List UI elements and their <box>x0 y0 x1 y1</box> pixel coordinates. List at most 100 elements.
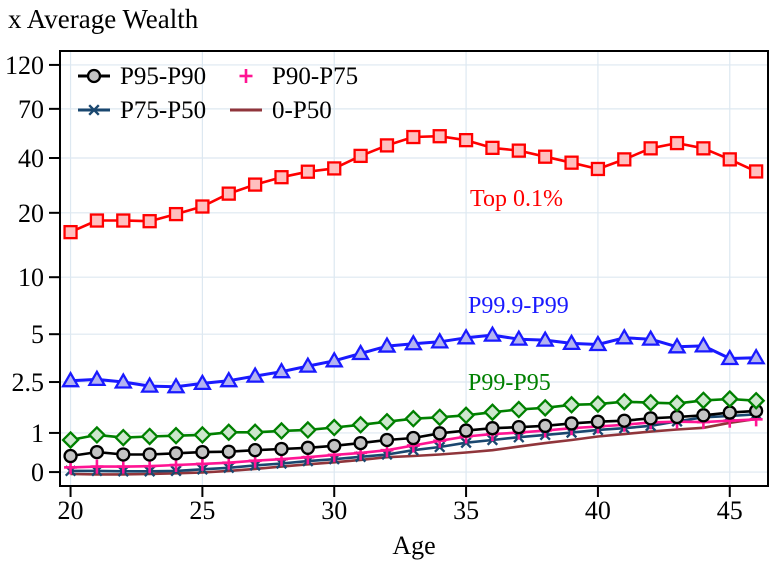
triangle-marker <box>456 328 476 345</box>
diamond-marker <box>456 406 476 425</box>
diamond-marker <box>87 425 107 445</box>
diamond-marker <box>377 412 397 431</box>
diamond-marker <box>641 393 660 412</box>
triangle-marker <box>219 370 239 388</box>
diamond-marker <box>140 427 159 446</box>
triangle-marker <box>746 347 766 365</box>
series-line <box>70 417 757 476</box>
legend-entry: P90-P75 <box>239 63 358 90</box>
square-marker <box>485 140 500 156</box>
y-tick-label: 0 <box>31 458 44 487</box>
triangle-marker <box>298 356 318 373</box>
diamond-marker <box>720 389 739 409</box>
circle-marker <box>168 446 184 461</box>
diamond-marker <box>114 428 133 447</box>
x-axis-label: Age <box>392 531 435 560</box>
series-top-0-1- <box>63 129 764 240</box>
circle-marker <box>247 443 263 458</box>
square-marker <box>564 155 579 170</box>
x-tick-label: 40 <box>585 496 611 525</box>
x-tick-label: 25 <box>189 496 215 525</box>
circle-marker <box>458 423 474 438</box>
triangle-marker <box>113 372 133 389</box>
legend-label: 0-P50 <box>272 97 332 124</box>
triangle-marker <box>87 369 107 387</box>
triangle-marker <box>667 337 687 354</box>
triangle-marker <box>61 370 81 388</box>
square-marker <box>538 149 553 164</box>
circle-marker <box>643 411 658 426</box>
y-tick-label: 70 <box>18 95 44 124</box>
circle-marker <box>86 68 102 84</box>
square-marker <box>63 224 78 240</box>
triangle-marker <box>535 330 555 347</box>
diamond-marker <box>351 415 370 434</box>
y-tick-label: 5 <box>31 320 44 349</box>
circle-marker <box>274 441 289 457</box>
plot-border <box>59 50 769 487</box>
square-marker <box>669 135 685 151</box>
square-marker <box>617 152 632 167</box>
triangle-marker <box>482 325 502 342</box>
series-p99-p95 <box>61 389 766 450</box>
circle-marker <box>511 420 526 435</box>
triangle-marker <box>403 333 423 351</box>
y-tick-label: 2.5 <box>12 368 45 397</box>
square-marker <box>458 133 474 148</box>
diamond-marker <box>483 403 502 422</box>
diamond-marker <box>747 391 766 410</box>
y-tick-label: 20 <box>18 199 44 228</box>
circle-marker <box>63 448 78 464</box>
triangle-marker <box>562 333 582 351</box>
series-annotation: P99.9-P99 <box>468 293 569 319</box>
series-0-p50 <box>70 417 757 476</box>
series-annotation: P99-P95 <box>468 370 551 396</box>
diamond-marker <box>615 392 634 411</box>
diamond-marker <box>246 423 265 442</box>
triangle-marker <box>324 350 344 368</box>
circle-marker <box>564 416 579 431</box>
diamond-marker <box>404 409 423 428</box>
x-tick-label: 30 <box>321 496 347 525</box>
triangle-marker <box>720 348 740 366</box>
legend-entry: P75-P50 <box>78 97 206 124</box>
square-marker <box>432 129 447 144</box>
circle-marker <box>221 444 236 459</box>
diamond-marker <box>61 430 80 450</box>
circle-marker <box>327 438 342 453</box>
x-tick-label: 45 <box>717 496 743 525</box>
square-marker <box>168 206 184 222</box>
circle-marker <box>722 405 737 420</box>
x-tick-label: 35 <box>453 496 479 525</box>
legend-label: P95-P90 <box>120 63 206 90</box>
x-marker <box>88 104 100 116</box>
triangle-marker <box>614 328 634 345</box>
x-tick-label: 20 <box>58 496 84 525</box>
circle-marker <box>89 444 105 460</box>
triangle-marker <box>140 376 160 393</box>
square-marker <box>590 161 606 177</box>
diamond-marker <box>166 426 186 445</box>
circle-marker <box>538 418 553 433</box>
square-marker <box>406 129 421 145</box>
diamond-marker <box>272 421 291 441</box>
square-marker <box>89 213 105 228</box>
triangle-marker <box>509 329 529 346</box>
triangle-marker <box>693 336 713 353</box>
diamond-marker <box>694 391 713 410</box>
diamond-marker <box>298 420 317 440</box>
square-marker <box>221 186 236 201</box>
circle-marker <box>195 444 210 460</box>
square-marker <box>274 170 289 185</box>
series-p95-p90 <box>63 403 764 464</box>
circle-marker <box>300 440 316 455</box>
diamond-marker <box>325 418 344 437</box>
chart-title: x Average Wealth <box>8 4 199 34</box>
series-p99-9-p99 <box>61 325 766 394</box>
diamond-marker <box>509 400 528 419</box>
triangle-marker <box>166 376 186 394</box>
square-marker <box>195 199 210 214</box>
legend: P95-P90 P90-P75 P75-P50 0-P50 <box>78 63 358 124</box>
square-marker <box>142 214 157 229</box>
